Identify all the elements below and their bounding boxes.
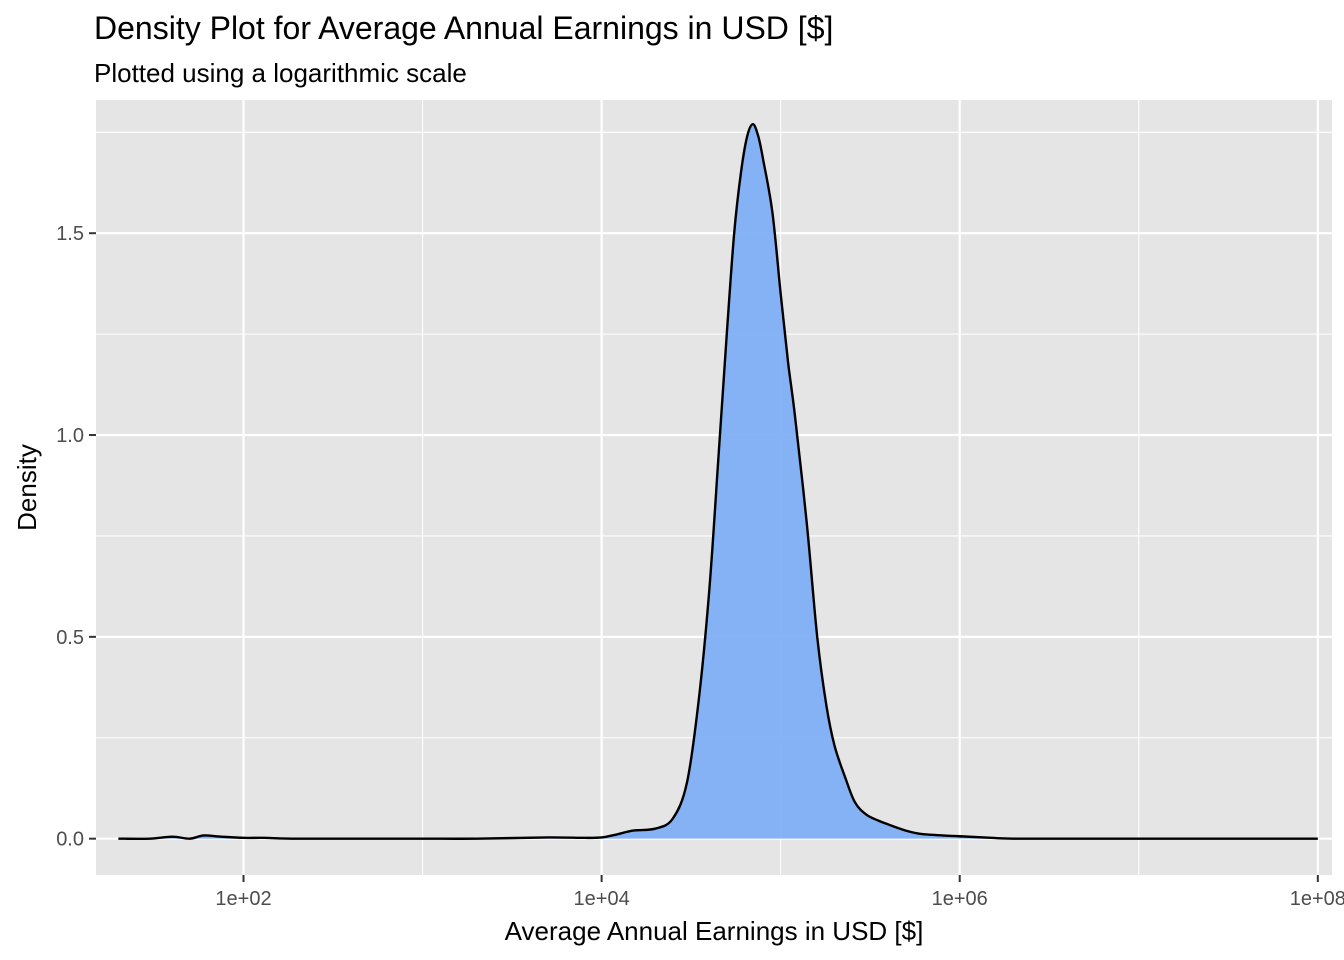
y-tick-label: 1.0 <box>56 425 84 447</box>
y-tick-label: 0.0 <box>56 829 84 851</box>
chart-title: Density Plot for Average Annual Earnings… <box>94 10 834 46</box>
y-axis: 0.0 0.5 1.0 1.5 <box>56 223 96 851</box>
density-line <box>118 123 1318 841</box>
x-axis: 1e+02 1e+04 1e+06 1e+08 <box>215 875 1344 910</box>
y-tick-label: 1.5 <box>56 223 84 245</box>
x-tick-label: 1e+04 <box>574 888 630 910</box>
y-axis-label: Density <box>12 444 42 531</box>
x-axis-label: Average Annual Earnings in USD [$] <box>505 916 924 946</box>
density-area <box>118 124 1318 839</box>
x-tick-label: 1e+06 <box>932 888 988 910</box>
x-tick-label: 1e+02 <box>215 888 271 910</box>
y-tick-label: 0.5 <box>56 627 84 649</box>
chart-subtitle: Plotted using a logarithmic scale <box>94 58 467 88</box>
x-tick-label: 1e+08 <box>1290 888 1344 910</box>
